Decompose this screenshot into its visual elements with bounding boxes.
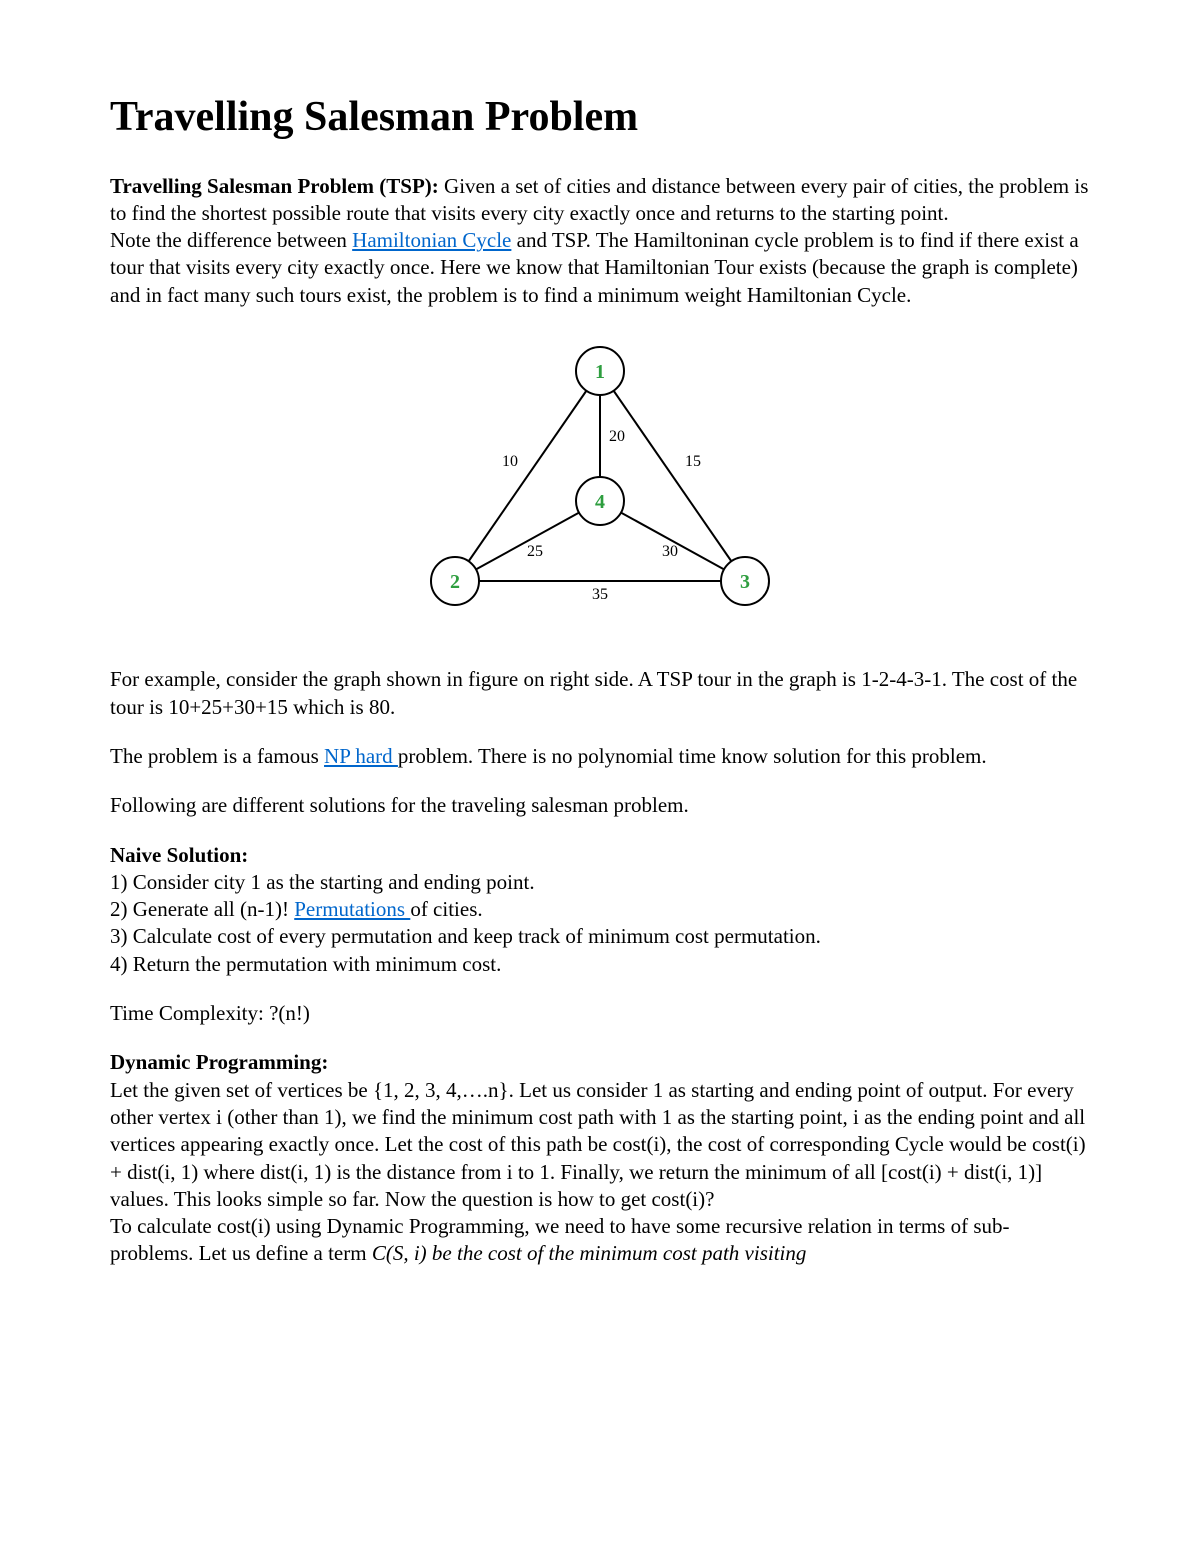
dp-heading: Dynamic Programming:: [110, 1049, 1090, 1076]
intro-bold: Travelling Salesman Problem (TSP):: [110, 174, 439, 198]
svg-text:4: 4: [595, 491, 605, 513]
svg-text:3: 3: [740, 571, 750, 593]
svg-text:35: 35: [592, 586, 608, 603]
dp-paragraph-1: Let the given set of vertices be {1, 2, …: [110, 1077, 1090, 1213]
naive-step-2: 2) Generate all (n-1)! Permutations of c…: [110, 896, 1090, 923]
hamiltonian-cycle-link[interactable]: Hamiltonian Cycle: [352, 228, 511, 252]
np-pre: The problem is a famous: [110, 744, 324, 768]
svg-text:2: 2: [450, 571, 460, 593]
permutations-link[interactable]: Permutations: [294, 897, 410, 921]
svg-text:15: 15: [685, 453, 701, 470]
following-paragraph: Following are different solutions for th…: [110, 792, 1090, 819]
np-post: problem. There is no polynomial time kno…: [398, 744, 987, 768]
naive-step-4: 4) Return the permutation with minimum c…: [110, 951, 1090, 978]
np-hard-link[interactable]: NP hard: [324, 744, 398, 768]
dp-paragraph-2: To calculate cost(i) using Dynamic Progr…: [110, 1213, 1090, 1268]
naive-2-post: of cities.: [410, 897, 482, 921]
svg-text:10: 10: [502, 453, 518, 470]
svg-text:25: 25: [527, 543, 543, 560]
svg-text:30: 30: [662, 543, 678, 560]
svg-text:1: 1: [595, 361, 605, 383]
naive-2-pre: 2) Generate all (n-1)!: [110, 897, 294, 921]
note-pre: Note the difference between: [110, 228, 352, 252]
time-complexity: Time Complexity: ?(n!): [110, 1000, 1090, 1027]
naive-step-3: 3) Calculate cost of every permutation a…: [110, 923, 1090, 950]
svg-text:20: 20: [609, 428, 625, 445]
dp-para2-italic: C(S, i) be the cost of the minimum cost …: [372, 1241, 807, 1265]
tsp-graph: 10 15 20 25 30 35 1 2 3 4: [110, 331, 1090, 638]
naive-heading: Naive Solution:: [110, 842, 1090, 869]
np-paragraph: The problem is a famous NP hard problem.…: [110, 743, 1090, 770]
example-paragraph: For example, consider the graph shown in…: [110, 666, 1090, 721]
page-title: Travelling Salesman Problem: [110, 90, 1090, 145]
tsp-graph-svg: 10 15 20 25 30 35 1 2 3 4: [385, 331, 815, 631]
intro-paragraph: Travelling Salesman Problem (TSP): Given…: [110, 173, 1090, 228]
naive-step-1: 1) Consider city 1 as the starting and e…: [110, 869, 1090, 896]
note-paragraph: Note the difference between Hamiltonian …: [110, 227, 1090, 309]
